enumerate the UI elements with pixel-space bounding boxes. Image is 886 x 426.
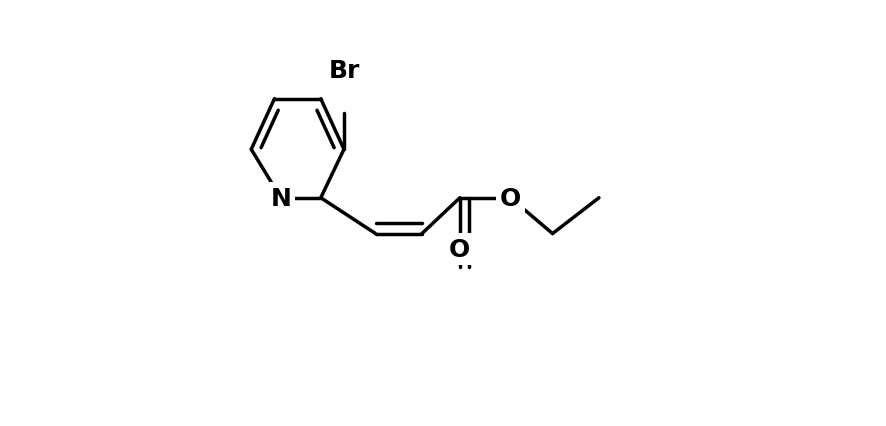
Text: Br: Br	[329, 59, 360, 83]
Text: N: N	[270, 186, 291, 210]
Text: O: O	[449, 237, 470, 262]
Text: O: O	[500, 186, 521, 210]
